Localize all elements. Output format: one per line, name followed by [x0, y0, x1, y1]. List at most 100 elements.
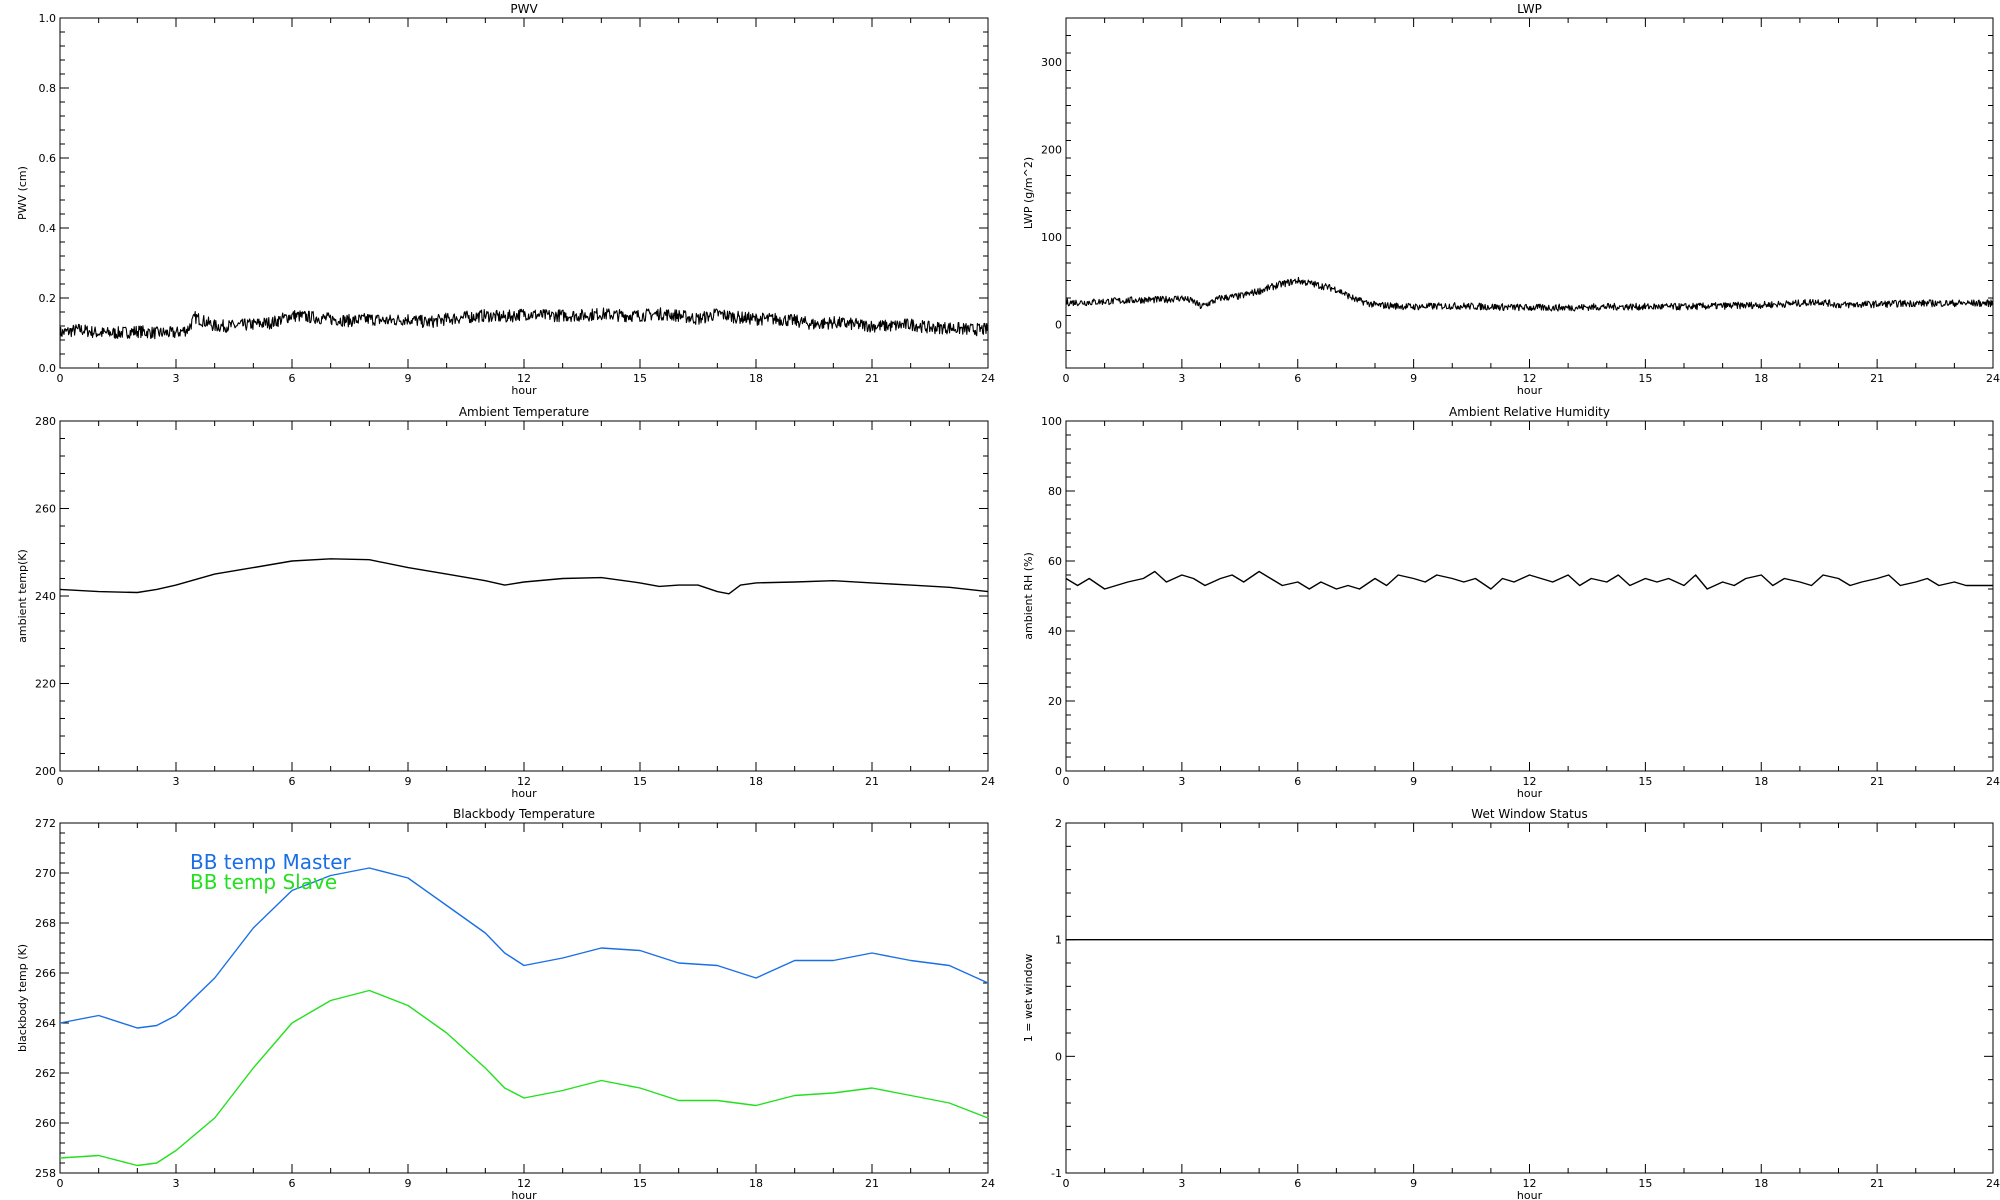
chart-panel-lwp: LWP 0 3 6 9 12 15 18 21 24 0 100 200 300 hour LWP (g/m^… — [1022, 2, 2000, 397]
y-tick-label: 2 — [1055, 817, 1062, 830]
y-tick-label: 100 — [1041, 231, 1062, 244]
series-line-bb_temp-1 — [59, 989, 989, 1167]
x-tick-label: 24 — [1986, 372, 2000, 385]
plot-frame — [1065, 420, 1994, 772]
x-tick-label: 15 — [1638, 372, 1652, 385]
y-tick-label: 0 — [1055, 765, 1062, 778]
x-tick-label: 3 — [1178, 775, 1185, 788]
series-line-ambient_rh-0 — [1065, 570, 1993, 590]
x-tick-label: 21 — [1870, 1177, 1884, 1190]
x-tick-label: 0 — [57, 372, 64, 385]
x-tick-label: 18 — [749, 1177, 763, 1190]
y-tick-label: 262 — [35, 1067, 56, 1080]
x-axis-label: hour — [1517, 384, 1543, 397]
y-tick-label: 266 — [35, 967, 56, 980]
x-tick-label: 9 — [405, 372, 412, 385]
x-tick-label: 9 — [1410, 372, 1417, 385]
x-tick-label: 21 — [1870, 372, 1884, 385]
y-tick-label: 260 — [35, 1117, 56, 1130]
y-tick-label: -1 — [1051, 1167, 1062, 1180]
y-tick-label: 200 — [35, 765, 56, 778]
x-tick-label: 15 — [633, 775, 647, 788]
x-tick-label: 0 — [57, 775, 64, 788]
x-tick-label: 12 — [517, 775, 531, 788]
y-axis-label: ambient temp(K) — [16, 549, 29, 643]
series-line-pwv-0 — [59, 307, 989, 340]
y-tick-label: 280 — [35, 415, 56, 428]
y-tick-label: 270 — [35, 867, 56, 880]
x-tick-label: 18 — [1754, 372, 1768, 385]
chart-title: Blackbody Temperature — [453, 807, 595, 821]
y-tick-label: 268 — [35, 917, 56, 930]
x-tick-label: 3 — [173, 1177, 180, 1190]
y-axis-label: PWV (cm) — [16, 166, 29, 220]
x-tick-label: 9 — [1410, 1177, 1417, 1190]
x-tick-label: 15 — [1638, 1177, 1652, 1190]
x-axis-label: hour — [1517, 787, 1543, 800]
legend-entry: BB temp Slave — [190, 870, 337, 894]
y-axis-label: 1 = wet window — [1022, 954, 1035, 1043]
x-tick-label: 3 — [1178, 372, 1185, 385]
y-tick-label: 0.8 — [39, 82, 57, 95]
x-tick-label: 24 — [981, 372, 995, 385]
y-tick-label: 0.0 — [39, 362, 57, 375]
x-tick-label: 6 — [1294, 1177, 1301, 1190]
y-tick-label: 100 — [1041, 415, 1062, 428]
x-tick-label: 3 — [173, 775, 180, 788]
chart-panel-bb_temp: Blackbody Temperature 0 3 6 9 12 15 18 21 24 258 26… — [16, 807, 995, 1200]
x-tick-label: 6 — [289, 775, 296, 788]
x-tick-label: 18 — [749, 372, 763, 385]
x-tick-label: 21 — [1870, 775, 1884, 788]
x-tick-label: 12 — [1523, 775, 1537, 788]
x-axis-label: hour — [1517, 1189, 1543, 1200]
x-axis-label: hour — [511, 1189, 537, 1200]
series-line-lwp-0 — [1065, 276, 1994, 312]
x-tick-label: 18 — [1754, 1177, 1768, 1190]
x-tick-label: 24 — [981, 1177, 995, 1190]
x-tick-label: 24 — [981, 775, 995, 788]
y-tick-label: 80 — [1048, 485, 1062, 498]
x-axis-label: hour — [511, 787, 537, 800]
series-line-ambient_temp-0 — [59, 558, 989, 595]
x-tick-label: 0 — [1063, 775, 1070, 788]
y-tick-label: 220 — [35, 678, 56, 691]
x-tick-label: 21 — [865, 775, 879, 788]
y-tick-label: 0 — [1055, 318, 1062, 331]
x-axis-label: hour — [511, 384, 537, 397]
x-tick-label: 6 — [289, 372, 296, 385]
chart-panel-ambient_rh: Ambient Relative Humidity 0 3 6 9 12 15 18 21 24 0… — [1022, 405, 2000, 800]
x-tick-label: 0 — [1063, 372, 1070, 385]
y-tick-label: 40 — [1048, 625, 1062, 638]
x-tick-label: 9 — [405, 1177, 412, 1190]
chart-title: Wet Window Status — [1471, 807, 1587, 821]
y-axis-label: ambient RH (%) — [1022, 552, 1035, 640]
x-tick-label: 21 — [865, 372, 879, 385]
x-tick-label: 0 — [1063, 1177, 1070, 1190]
y-tick-label: 264 — [35, 1017, 56, 1030]
y-tick-label: 0.4 — [39, 222, 57, 235]
y-tick-label: 0.2 — [39, 292, 57, 305]
y-axis-label: blackbody temp (K) — [16, 944, 29, 1052]
y-tick-label: 20 — [1048, 695, 1062, 708]
y-tick-label: 258 — [35, 1167, 56, 1180]
x-tick-label: 0 — [57, 1177, 64, 1190]
y-tick-label: 300 — [1041, 56, 1062, 69]
x-tick-label: 9 — [405, 775, 412, 788]
x-tick-label: 12 — [517, 372, 531, 385]
y-tick-label: 240 — [35, 590, 56, 603]
x-tick-label: 15 — [633, 372, 647, 385]
y-tick-label: 1 — [1055, 934, 1062, 947]
x-tick-label: 6 — [1294, 372, 1301, 385]
x-tick-label: 12 — [1523, 372, 1537, 385]
x-tick-label: 3 — [1178, 1177, 1185, 1190]
chart-panel-ambient_temp: Ambient Temperature 0 3 6 9 12 15 18 21 24 200 220 2… — [16, 405, 995, 800]
plot-frame — [1065, 822, 1994, 1174]
x-tick-label: 6 — [289, 1177, 296, 1190]
x-tick-label: 12 — [1523, 1177, 1537, 1190]
y-tick-label: 60 — [1048, 555, 1062, 568]
plot-frame — [59, 420, 989, 772]
y-tick-label: 200 — [1041, 143, 1062, 156]
chart-title: Ambient Relative Humidity — [1449, 405, 1610, 419]
